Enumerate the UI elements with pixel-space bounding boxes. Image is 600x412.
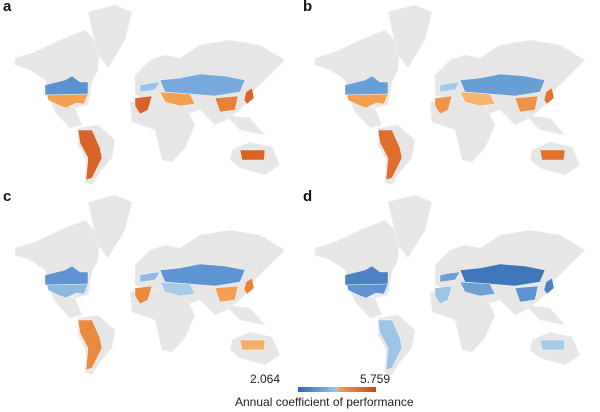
map-panel-d: d (300, 188, 598, 378)
region-south-china (514, 95, 539, 113)
region-north-africa (434, 285, 453, 305)
legend-min: 2.064 (250, 372, 281, 386)
region-north-africa (434, 95, 453, 115)
region-south-china (514, 285, 539, 303)
region-north-africa (134, 95, 153, 115)
region-asia-south (159, 91, 196, 107)
region-australia (239, 149, 266, 161)
region-north-africa (134, 285, 153, 305)
region-australia (239, 339, 266, 351)
panel-label: d (303, 188, 313, 205)
region-us-south (46, 93, 89, 109)
legend-title: Annual coefficient of performance (235, 395, 414, 409)
map-panel-c: c (0, 188, 298, 378)
region-japan (543, 277, 555, 295)
land-southeast-asia (224, 114, 266, 136)
land-greenland (87, 4, 133, 69)
land-southeast-asia (524, 114, 566, 136)
region-us-south (346, 93, 389, 109)
region-south-china (214, 285, 239, 303)
world-map (14, 4, 286, 186)
land-greenland (87, 194, 133, 259)
region-asia-south (459, 281, 496, 297)
legend-max: 5.759 (360, 372, 391, 386)
map-panel-b: b (300, 0, 598, 188)
land-central-america (349, 99, 383, 129)
region-us-south (46, 283, 89, 299)
map-panel-a: a (0, 0, 298, 188)
region-south-america (77, 319, 103, 371)
legend-gradient-bar (298, 387, 376, 392)
region-south-america (77, 129, 103, 181)
panel-label: c (3, 188, 12, 205)
world-map (314, 4, 586, 186)
color-legend: 2.064 5.759 Annual coefficient of perfor… (230, 370, 414, 412)
region-asia-south (159, 281, 196, 297)
region-south-america (377, 129, 403, 181)
land-greenland (387, 194, 433, 259)
region-europe (439, 271, 461, 283)
region-australia (539, 149, 566, 161)
region-europe (139, 271, 161, 283)
region-asia-south (459, 91, 496, 107)
region-europe (139, 81, 161, 93)
land-southeast-asia (524, 304, 566, 326)
world-map (314, 194, 586, 376)
land-central-america (349, 289, 383, 319)
region-south-america (377, 319, 403, 371)
panel-label: a (3, 0, 12, 15)
world-map (14, 194, 286, 376)
land-greenland (387, 4, 433, 69)
region-europe (439, 81, 461, 93)
land-central-america (49, 99, 83, 129)
land-southeast-asia (224, 304, 266, 326)
region-japan (243, 87, 255, 105)
region-japan (243, 277, 255, 295)
panel-label: b (303, 0, 313, 15)
land-central-america (49, 289, 83, 319)
region-south-china (214, 95, 239, 113)
region-japan (543, 87, 555, 105)
region-us-south (346, 283, 389, 299)
region-australia (539, 339, 566, 351)
